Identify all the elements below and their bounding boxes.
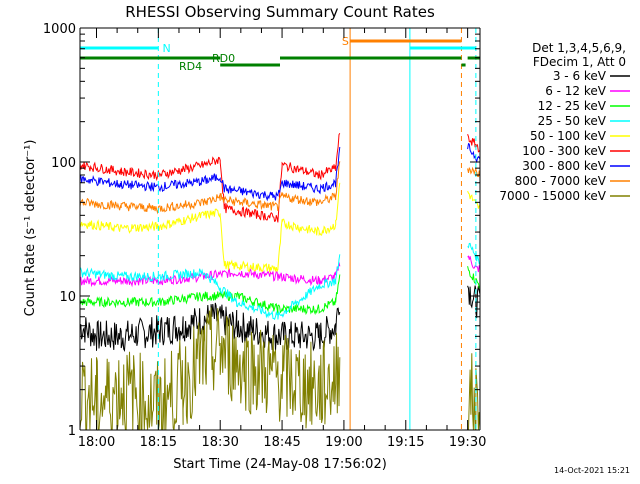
axes: 1 10 100 1000 18:00 18:15 18:30 18:45 19:00 19:15… [43, 22, 486, 450]
legend-label: 12 - 25 keV [538, 99, 607, 113]
footer-date: 14-Oct-2021 15:21 [554, 466, 630, 475]
series-line [79, 307, 481, 431]
legend-label: 3 - 6 keV [553, 69, 607, 83]
series-line [79, 285, 481, 352]
legend-label: 50 - 100 keV [530, 129, 607, 143]
series-line [79, 142, 481, 202]
flag-label: RD4 [179, 60, 202, 73]
plot-area [79, 132, 481, 431]
x-tick-label: 18:30 [201, 435, 238, 450]
x-tick-label: 19:15 [387, 435, 424, 450]
y-tick-label: 10 [59, 290, 76, 305]
flag-label: N [162, 42, 170, 55]
legend: Det 1,3,4,5,6,9, FDecim 1, Att 0 3 - 6 k… [499, 41, 630, 203]
x-tick-label: 18:15 [140, 435, 177, 450]
flag-label: S [342, 35, 349, 48]
series-line [79, 132, 481, 223]
status-flags: N RD4 RD0 S [79, 28, 480, 430]
series-line [79, 255, 481, 288]
x-tick-label: 19:30 [449, 435, 486, 450]
legend-label: 800 - 7000 keV [515, 174, 607, 188]
x-tick-label: 18:00 [78, 435, 115, 450]
series-line [79, 242, 481, 321]
series-line [79, 161, 481, 215]
y-tick-label: 100 [51, 156, 76, 171]
y-tick-label: 1 [68, 424, 76, 439]
legend-label: 25 - 50 keV [538, 114, 607, 128]
legend-header-line-1: Det 1,3,4,5,6,9, [532, 41, 626, 55]
x-tick-label: 19:00 [325, 435, 362, 450]
x-tick-label: 18:45 [263, 435, 300, 450]
series-line [79, 182, 481, 273]
legend-header-line-2: FDecim 1, Att 0 [533, 55, 626, 69]
flag-label: RD0 [212, 52, 235, 65]
y-axis-label: Count Rate (s⁻¹ detector⁻¹) [23, 140, 38, 317]
legend-label: 6 - 12 keV [545, 84, 607, 98]
legend-label: 300 - 800 keV [522, 159, 606, 173]
series-line [79, 266, 481, 316]
legend-label: 7000 - 15000 keV [499, 189, 606, 203]
chart-title: RHESSI Observing Summary Count Rates [125, 3, 435, 21]
y-tick-label: 1000 [43, 22, 76, 37]
x-axis-label: Start Time (24-May-08 17:56:02) [173, 457, 387, 472]
legend-label: 100 - 300 keV [522, 144, 606, 158]
